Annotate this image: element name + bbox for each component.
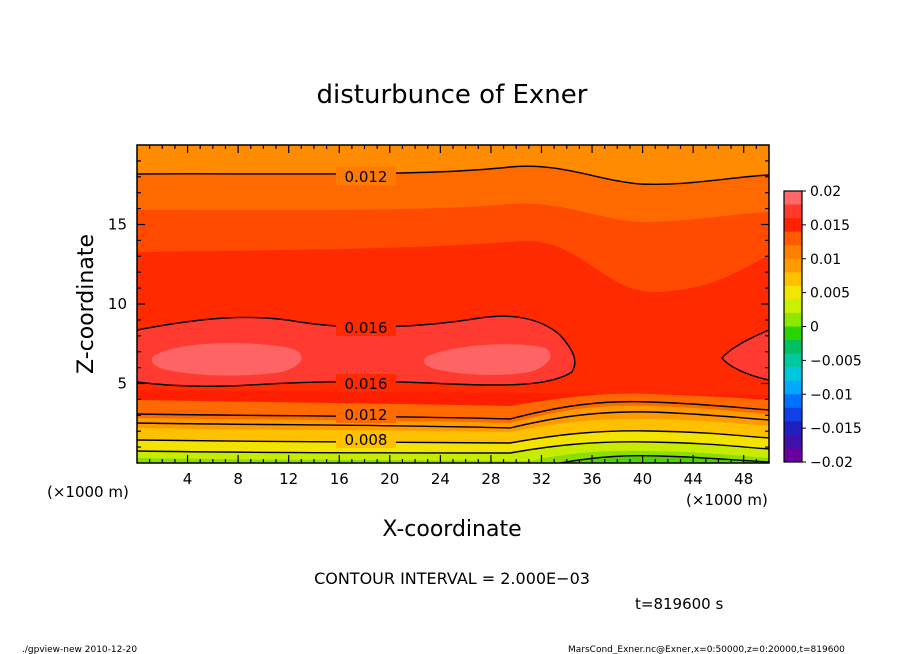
- contour-label: 0.016: [345, 319, 388, 337]
- x-axis: 4 8 12 16 20 24 28 32 36 40 44 48: [149, 145, 757, 488]
- contour-line-0.016-right: [721, 329, 769, 381]
- y-axis-label: Z-coordinate: [74, 234, 99, 374]
- x-tick-label: 8: [233, 470, 243, 488]
- x-tick-label: 36: [582, 470, 601, 488]
- chart-title: disturbunce of Exner: [317, 80, 588, 110]
- contour-lines: [137, 165, 769, 463]
- colorbar-label: −0.005: [810, 353, 862, 369]
- contour-label: 0.016: [345, 375, 388, 393]
- x-unit-left: (×1000 m): [47, 483, 129, 501]
- colorbar-swatch: [784, 421, 802, 436]
- x-tick-label: 16: [330, 470, 349, 488]
- colorbar-label: 0.02: [810, 184, 841, 200]
- colorbar-swatch: [784, 434, 802, 449]
- contour-line-0.008: [137, 430, 769, 444]
- colorbar-swatch: [784, 448, 802, 463]
- colorbar-swatch: [784, 312, 802, 327]
- x-tick-label: 4: [183, 470, 193, 488]
- x-tick-label: 40: [633, 470, 652, 488]
- colorbar-swatch: [784, 191, 802, 206]
- colorbar-swatch: [784, 407, 802, 422]
- contour-fill: [137, 145, 769, 463]
- x-tick-label: 20: [380, 470, 399, 488]
- contour-interval: CONTOUR INTERVAL = 2.000E−03: [314, 569, 590, 588]
- colorbar-swatch: [784, 285, 802, 300]
- contour-label-bg: [336, 167, 396, 185]
- colorbar-label: 0: [810, 320, 819, 336]
- y-tick-label: 15: [108, 216, 127, 234]
- colorbar-label: 0.01: [810, 252, 841, 268]
- y-axis: 5 10 15: [108, 160, 769, 448]
- colorbar-swatch: [784, 231, 802, 246]
- y-tick-label: 10: [108, 295, 127, 313]
- colorbar-swatch: [784, 299, 802, 314]
- colorbar-label: 0.005: [810, 286, 850, 302]
- contour-label: 0.012: [345, 168, 388, 186]
- colorbar-swatch: [784, 204, 802, 219]
- x-axis-label: X-coordinate: [382, 517, 521, 542]
- contour-label: 0.012: [345, 406, 388, 424]
- contour-label-bg: [336, 374, 396, 392]
- colorbar-swatch: [784, 340, 802, 355]
- max-left: [151, 343, 302, 376]
- contour-line-0.012-lower: [137, 400, 769, 420]
- core-right: [722, 330, 769, 380]
- y-tick-label: 5: [117, 375, 127, 393]
- x-tick-label: 24: [431, 470, 450, 488]
- footer-right: MarsCond_Exner.nc@Exner,x=0:50000,z=0:20…: [568, 645, 845, 654]
- contour-label-bg: [336, 431, 396, 448]
- x-tick-label: 32: [532, 470, 551, 488]
- colorbar-swatch: [784, 394, 802, 409]
- contour-label: 0.008: [345, 431, 388, 449]
- colorbar-swatch: [784, 353, 802, 368]
- contour-line-0.016-upper: [137, 315, 576, 387]
- time-label: t=819600 s: [635, 595, 723, 613]
- colorbar-label: −0.015: [810, 421, 862, 437]
- contour-line-a: [137, 411, 769, 429]
- x-tick-label: 44: [684, 470, 703, 488]
- footer-left: ./gpview-new 2010-12-20: [22, 645, 137, 654]
- colorbar-swatch: [784, 380, 802, 395]
- colorbar-label: 0.015: [810, 218, 850, 234]
- band-bright-green: [560, 455, 769, 463]
- x-tick-label: 48: [734, 470, 753, 488]
- colorbar-label: −0.01: [810, 387, 853, 403]
- colorbar-swatch: [784, 245, 802, 260]
- colorbar-swatch: [784, 258, 802, 273]
- colorbar: 0.02 0.015 0.01 0.005 0 −0.005 −0.01 −0.015 −0.0…: [783, 184, 862, 471]
- contour-label-bg: [336, 318, 396, 336]
- colorbar-swatch: [784, 326, 802, 341]
- contour-line-b: [137, 441, 769, 454]
- max-right: [423, 344, 551, 375]
- colorbar-swatch: [784, 218, 802, 233]
- x-tick-label: 28: [481, 470, 500, 488]
- contour-line-0.012-top: [137, 165, 769, 185]
- contour-label-bg: [336, 406, 396, 423]
- contour-line-c: [559, 454, 769, 463]
- colorbar-swatch: [784, 367, 802, 382]
- colorbar-swatch: [784, 272, 802, 287]
- contour-labels: 0.012 0.016 0.016 0.012 0.008: [336, 167, 396, 449]
- x-tick-label: 12: [279, 470, 298, 488]
- colorbar-label: −0.02: [810, 455, 853, 471]
- x-unit-right: (×1000 m): [686, 491, 768, 509]
